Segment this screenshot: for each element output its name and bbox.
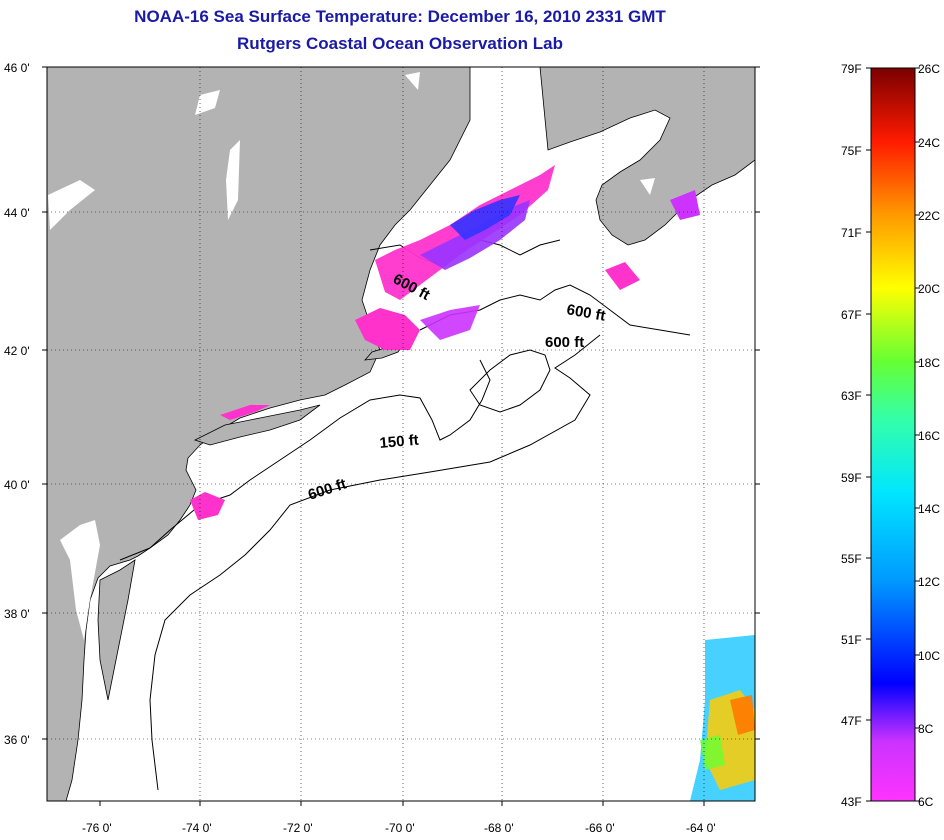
map-ticks — [42, 66, 760, 806]
cb-f-43: 43F — [841, 795, 862, 809]
colorbar — [870, 67, 916, 802]
lat-label-36: 36 0' — [4, 733, 30, 747]
land-nova-scotia — [539, 67, 755, 246]
contour-label-georges: 600 ft — [545, 334, 584, 351]
lat-label-40: 40 0' — [4, 478, 30, 492]
map-subtitle: Rutgers Coastal Ocean Observation Lab — [237, 34, 563, 53]
cb-c-22: 22C — [918, 209, 940, 223]
cb-f-47: 47F — [841, 714, 862, 728]
cb-f-55: 55F — [841, 552, 862, 566]
lon-label-76: -76 0' — [82, 821, 112, 835]
sst-patch-scotian-shelf — [670, 190, 700, 220]
sst-patch-long-island-sound — [220, 405, 270, 420]
contour-600ft-gulf — [419, 284, 691, 336]
cb-c-12: 12C — [918, 575, 940, 589]
cb-c-14: 14C — [918, 502, 940, 516]
cb-f-59: 59F — [841, 471, 862, 485]
cb-f-51: 51F — [841, 633, 862, 647]
contour-label-gulf-east: 600 ft — [565, 301, 607, 325]
cb-c-26: 26C — [918, 62, 940, 76]
map-frame — [46, 66, 756, 802]
cb-f-67: 67F — [841, 308, 862, 322]
lon-label-70: -70 0' — [385, 821, 415, 835]
lakes — [48, 72, 655, 640]
lat-label-42: 42 0' — [4, 344, 30, 358]
lat-label-46: 46 0' — [4, 61, 30, 75]
georges-bank — [469, 349, 551, 413]
lon-label-64: -64 0' — [686, 821, 716, 835]
map-title: NOAA-16 Sea Surface Temperature: Decembe… — [134, 7, 666, 26]
lat-label-44: 44 0' — [4, 206, 30, 220]
land-delmarva — [97, 559, 136, 701]
lon-label-74: -74 0' — [182, 821, 212, 835]
colorbar-ticks — [866, 67, 920, 802]
cb-c-8: 8C — [918, 722, 934, 736]
lon-label-68: -68 0' — [484, 821, 514, 835]
lon-label-66: -66 0' — [585, 821, 615, 835]
sst-patches — [190, 165, 755, 801]
cb-c-18: 18C — [918, 356, 940, 370]
land-long-island — [193, 404, 321, 446]
lon-label-72: -72 0' — [283, 821, 313, 835]
sst-patch-new-jersey — [190, 492, 225, 520]
land-us-east-coast — [47, 67, 471, 801]
cb-f-75: 75F — [841, 144, 862, 158]
contour-label-150: 150 ft — [379, 432, 420, 452]
contour-600ft-shelf — [149, 334, 601, 791]
sst-patch-inner-gulf — [420, 305, 480, 340]
cb-c-24: 24C — [918, 136, 940, 150]
cb-c-20: 20C — [918, 282, 940, 296]
cb-f-63: 63F — [841, 389, 862, 403]
cb-c-10: 10C — [918, 649, 940, 663]
cb-f-79: 79F — [841, 62, 862, 76]
cb-c-6: 6C — [918, 795, 934, 809]
cb-f-71: 71F — [841, 226, 862, 240]
sst-patch-gulf-stream-green — [700, 735, 725, 770]
sst-patch-offshore-east — [605, 262, 640, 290]
lat-label-38: 38 0' — [4, 607, 30, 621]
cb-c-16: 16C — [918, 429, 940, 443]
sst-patch-cape-cod-bay — [355, 308, 420, 350]
sst-patch-gulf-stream-hot — [730, 695, 755, 735]
sst-patch-gulf-of-maine-cold — [450, 195, 520, 240]
